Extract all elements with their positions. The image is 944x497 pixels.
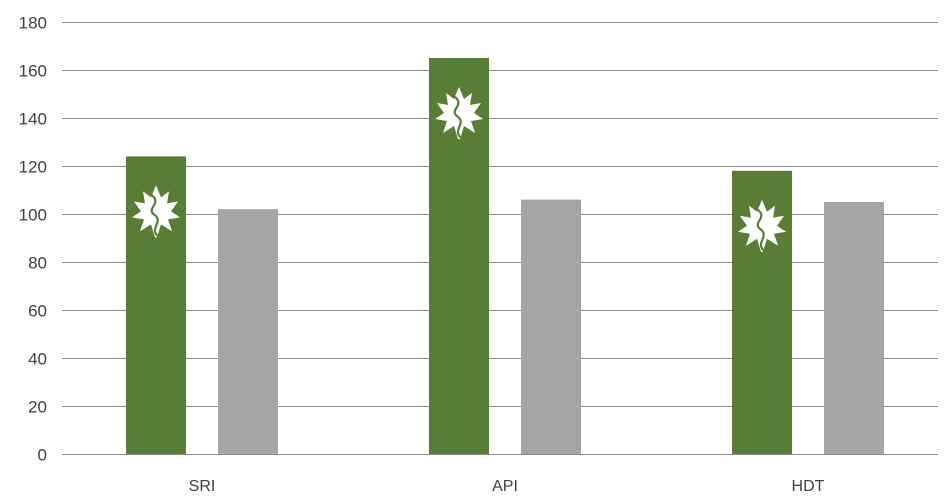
- y-tick-label: 40: [28, 350, 47, 369]
- maple-leaf-icon: [738, 199, 786, 252]
- bar-hdt-series-2: [824, 202, 884, 454]
- bar-sri-series-2: [218, 209, 278, 454]
- y-tick-label: 120: [19, 158, 47, 177]
- y-tick-label: 180: [19, 14, 47, 33]
- y-tick-label: 140: [19, 110, 47, 129]
- maple-leaf-icon: [435, 87, 483, 139]
- bar-api-series-2: [521, 199, 581, 454]
- y-tick-label: 20: [28, 398, 47, 417]
- x-category-label: API: [492, 478, 518, 495]
- maple-leaf-icon: [132, 185, 180, 238]
- y-tick-label: 160: [19, 62, 47, 81]
- y-tick-label: 80: [28, 254, 47, 273]
- gridlines: [62, 22, 938, 455]
- x-category-label: HDT: [792, 478, 825, 495]
- y-tick-label: 60: [28, 302, 47, 321]
- bars: [126, 58, 884, 455]
- x-category-label: SRI: [189, 478, 216, 495]
- x-axis-categories: SRI API HDT: [189, 478, 825, 495]
- y-tick-label: 0: [38, 446, 47, 465]
- y-tick-label: 100: [19, 206, 47, 225]
- y-axis-ticks: 0 20 40 60 80 100 120 140 160 180: [19, 14, 47, 465]
